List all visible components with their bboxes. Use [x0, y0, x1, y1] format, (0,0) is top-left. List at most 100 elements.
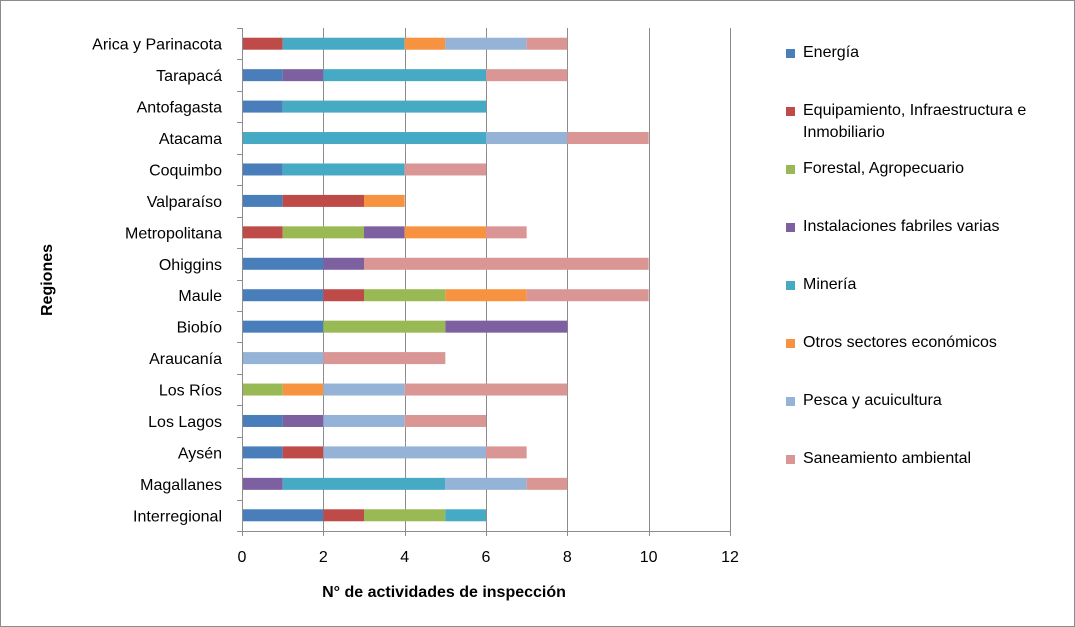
- y-category-label: Interregional: [133, 508, 222, 525]
- legend-item: Saneamiento ambiental: [786, 448, 1071, 470]
- y-category-label: Coquimbo: [149, 162, 222, 179]
- bar-segment: [282, 100, 486, 113]
- bar-segment: [242, 132, 486, 145]
- bar-segment: [445, 509, 486, 522]
- x-tick-label: 2: [319, 549, 328, 566]
- y-category-label: Aysén: [178, 445, 222, 462]
- legend-label: Otros sectores económicos: [803, 334, 997, 351]
- bar-segment: [282, 414, 324, 427]
- bars: [242, 37, 649, 522]
- y-category-label: Biobío: [177, 320, 222, 337]
- y-axis-label: Regiones: [39, 244, 56, 316]
- bar-segment: [282, 383, 324, 396]
- bar-segment: [282, 446, 324, 459]
- bar-segment: [242, 509, 324, 522]
- legend-swatch: [786, 397, 795, 406]
- legend-swatch: [786, 339, 795, 348]
- bar-segment: [242, 100, 283, 113]
- legend-item: Equipamiento, Infraestructura e Inmobili…: [786, 100, 1071, 144]
- bar-segment: [282, 69, 324, 82]
- bar-segment: [242, 37, 283, 50]
- bar-segment: [242, 320, 324, 333]
- x-tick-label: 4: [400, 549, 409, 566]
- bar-segment: [445, 37, 527, 50]
- bar-segment: [323, 383, 405, 396]
- bar-segment: [445, 320, 568, 333]
- y-category-label: Valparaíso: [147, 194, 222, 211]
- bar-segment: [242, 69, 283, 82]
- bar-segment: [445, 477, 527, 490]
- legend-swatch: [786, 165, 795, 174]
- legend-label: Minería: [803, 276, 857, 293]
- bar-segment: [323, 446, 486, 459]
- y-category-label: Tarapacá: [156, 68, 222, 85]
- bar-segment: [242, 194, 283, 207]
- y-category-label: Los Lagos: [148, 414, 222, 431]
- legend-item: Instalaciones fabriles varias: [786, 216, 1071, 238]
- bar-segment: [282, 194, 364, 207]
- bar-segment: [242, 383, 283, 396]
- bar-segment: [567, 132, 649, 145]
- x-tick-label: 12: [721, 549, 739, 566]
- x-tick-label: 0: [238, 549, 247, 566]
- bar-segment: [323, 352, 446, 365]
- y-category-label: Araucanía: [149, 351, 222, 368]
- y-category-label: Magallanes: [140, 477, 222, 494]
- bar-segment: [404, 37, 446, 50]
- y-category-label: Maule: [178, 288, 222, 305]
- bar-segment: [242, 414, 283, 427]
- y-category-label: Ohiggins: [159, 257, 222, 274]
- bar-segment: [323, 69, 486, 82]
- x-tick-label: 8: [563, 549, 572, 566]
- legend-swatch: [786, 107, 795, 116]
- legend-swatch: [786, 223, 795, 232]
- bar-segment: [282, 477, 446, 490]
- bar-segment: [242, 163, 283, 176]
- bar-segment: [323, 414, 405, 427]
- bar-segment: [404, 163, 486, 176]
- bar-segment: [364, 289, 446, 302]
- bar-segment: [486, 446, 527, 459]
- bar-segment: [526, 477, 568, 490]
- y-category-label: Atacama: [159, 131, 222, 148]
- x-tick-labels: 0 2 4 6 8 10 12: [238, 549, 739, 566]
- bar-segment: [364, 194, 405, 207]
- legend-item: Energía: [786, 42, 1071, 64]
- legend-swatch: [786, 455, 795, 464]
- legend-label: Instalaciones fabriles varias: [803, 218, 1000, 235]
- bar-segment: [404, 383, 568, 396]
- bar-segment: [323, 320, 446, 333]
- bar-segment: [404, 414, 486, 427]
- y-category-label: Antofagasta: [137, 100, 223, 117]
- legend-label: Pesca y acuicultura: [803, 392, 942, 409]
- bar-segment: [526, 289, 649, 302]
- bar-segment: [282, 37, 405, 50]
- legend-label: Energía: [803, 44, 860, 61]
- x-tick-label: 6: [482, 549, 491, 566]
- legend-label: Saneamiento ambiental: [803, 450, 972, 467]
- y-category-labels: Arica y Parinacota Tarapacá Antofagasta Ata…: [92, 37, 222, 526]
- bar-segment: [323, 289, 364, 302]
- legend-label: Forestal, Agropecuario: [803, 160, 964, 177]
- legend-item: Pesca y acuicultura: [786, 390, 1071, 412]
- bar-segment: [323, 509, 364, 522]
- legend-item: Minería: [786, 274, 1071, 296]
- legend-item: Otros sectores económicos: [786, 332, 1071, 354]
- y-category-label: Metropolitana: [125, 225, 222, 242]
- y-category-label: Los Ríos: [159, 383, 222, 400]
- bar-segment: [242, 352, 324, 365]
- bar-segment: [404, 226, 486, 239]
- bar-segment: [486, 69, 568, 82]
- bar-segment: [445, 289, 527, 302]
- legend-item: Forestal, Agropecuario: [786, 158, 1071, 180]
- bar-segment: [526, 37, 568, 50]
- bar-segment: [242, 446, 283, 459]
- legend-swatch: [786, 49, 795, 58]
- x-tick-label: 10: [640, 549, 658, 566]
- bar-segment: [486, 132, 568, 145]
- bar-segment: [242, 226, 283, 239]
- axes: [237, 28, 731, 536]
- x-axis-label: N° de actividades de inspección: [322, 584, 566, 601]
